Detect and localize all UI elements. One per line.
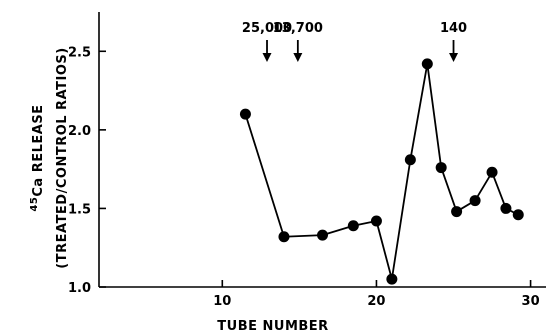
- data-point: [500, 202, 512, 214]
- y-tick-label: 2.0: [68, 124, 91, 139]
- data-point: [386, 273, 398, 285]
- y-axis-label-line1: 45Ca RELEASE: [29, 104, 46, 211]
- series-line: [244, 62, 519, 281]
- x-tick-label: 30: [522, 294, 540, 309]
- y-axis-label-main: Ca RELEASE: [31, 104, 46, 196]
- marker-annotation: 13,700: [273, 21, 323, 62]
- y-axis-label-line2: (TREATED/CONTROL RATIOS): [55, 47, 70, 268]
- y-tick-label: 1.5: [68, 202, 91, 217]
- data-point: [451, 206, 463, 218]
- data-point: [486, 166, 498, 178]
- data-point: [278, 231, 290, 243]
- y-tick-label: 2.5: [68, 45, 91, 60]
- data-point: [317, 229, 328, 241]
- y-axis-label: 45Ca RELEASE (TREATED/CONTROL RATIOS): [29, 47, 70, 268]
- y-tick-label: 1.0: [68, 281, 91, 296]
- x-tick-label: 20: [367, 294, 385, 309]
- marker-label: 13,700: [273, 21, 323, 36]
- data-point: [421, 58, 433, 70]
- data-point: [512, 209, 524, 221]
- data-point: [347, 220, 359, 232]
- data-point: [239, 108, 251, 120]
- data-point: [404, 154, 416, 166]
- arrow-down-icon: [262, 53, 272, 62]
- arrow-down-icon: [449, 53, 459, 62]
- marker-label: 140: [440, 21, 467, 36]
- marker-label: 25,000: [242, 21, 292, 36]
- marker-annotation: 25,000: [242, 21, 292, 62]
- axes: 10 20 30 1.0 1.5 2.0 2.5: [68, 12, 546, 309]
- x-axis-label: TUBE NUMBER: [217, 319, 328, 333]
- arrow-down-icon: [293, 53, 303, 62]
- x-tick-label: 10: [213, 294, 231, 309]
- plot-marks: [239, 58, 524, 285]
- y-axis-label-superscript: 45: [29, 197, 40, 212]
- data-point: [435, 162, 447, 174]
- data-point: [469, 195, 481, 207]
- data-point: [370, 215, 382, 227]
- marker-annotation: 140: [440, 21, 467, 62]
